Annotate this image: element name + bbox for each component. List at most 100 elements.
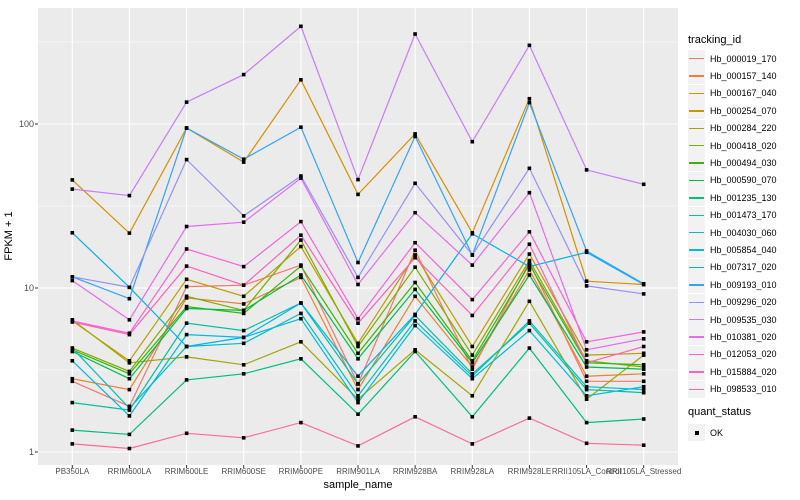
legend-entry-label: Hb_012053_020 [710,349,777,360]
data-point-marker [356,374,360,378]
data-point-marker [527,319,532,323]
data-point-marker [641,367,646,371]
data-point-marker [241,214,246,218]
data-point-marker [470,374,475,378]
legend-entry-Hb_009535_030: Hb_009535_030 [688,311,777,328]
data-point-marker [641,282,646,286]
legend-key [688,154,705,172]
legend-entry-label: Hb_004030_060 [710,227,777,238]
data-point-marker [641,292,646,296]
data-point-marker [184,247,189,251]
data-point-marker [413,253,417,257]
data-point-marker [127,231,132,235]
data-point-marker [527,262,532,267]
data-point-marker [184,344,189,349]
data-point-marker [356,344,360,349]
legend-key [688,137,705,154]
data-point-marker [641,363,646,367]
legend-entry-label: Hb_000167_040 [710,88,777,99]
data-point-marker [127,285,132,290]
data-point-marker [527,260,532,265]
line-swatch-icon [689,127,704,129]
data-point-marker [527,346,532,350]
data-point-marker [299,273,303,277]
legend-entry-Hb_000167_040: Hb_000167_040 [688,84,777,102]
data-point-marker [527,166,532,171]
legend-key [688,258,705,276]
legend-entry-Hb_010381_020: Hb_010381_020 [688,328,777,346]
data-point-marker [584,284,589,288]
data-point-marker [184,355,189,359]
data-point-marker [584,374,589,378]
data-point-marker [470,313,475,318]
data-point-marker [413,132,417,136]
data-point-marker [527,328,532,333]
data-point-marker [470,394,475,398]
legend-entry-label: Hb_007317_020 [710,262,777,273]
data-point-marker [527,299,532,304]
legend-entry-label: Hb_005854_040 [710,244,777,255]
data-point-marker [527,268,532,272]
legend-entry-Hb_000254_070: Hb_000254_070 [688,102,777,120]
data-point-marker [413,210,417,215]
data-point-marker [584,249,589,253]
data-point-marker [241,335,246,340]
line-swatch-icon [689,214,704,216]
line-swatch-icon [689,301,704,303]
data-point-marker [299,311,303,316]
data-point-marker [641,337,646,341]
data-point-marker [299,275,303,280]
data-point-marker [641,384,646,389]
data-point-marker [184,306,189,311]
data-point-marker [527,258,532,263]
data-point-marker [470,253,475,257]
data-point-marker [584,441,589,446]
data-point-marker [184,126,189,130]
data-point-marker [470,297,475,302]
line-swatch-icon [689,162,704,164]
data-point-marker [584,348,589,352]
x-tick-label: RRIM928BA [392,467,438,476]
legend-key [688,84,705,102]
data-point-marker [127,376,132,381]
data-point-marker [299,219,303,224]
data-point-marker [299,340,303,344]
legend-entry-Hb_000418_020: Hb_000418_020 [688,137,777,154]
legend-entry-Hb_004030_060: Hb_004030_060 [688,224,777,241]
x-tick-label: RRIM600LA [107,467,152,476]
data-point-marker [584,387,589,392]
data-point-marker [413,134,417,139]
data-point-marker [470,372,475,376]
line-swatch-icon [689,266,704,269]
data-point-marker [641,182,646,187]
data-point-marker [184,431,189,436]
data-point-marker [584,420,589,425]
x-tick-label: RRIM928LA [450,467,495,476]
data-point-marker [470,415,475,419]
legend-title-tracking-id: tracking_id [688,34,742,46]
line-swatch-icon [689,110,704,112]
data-point-marker [299,316,303,321]
y-tick-label: 100 [18,119,34,129]
legend-entry-label: Hb_001473_170 [710,210,777,221]
data-point-marker [241,294,246,299]
data-point-marker [641,379,646,384]
data-point-marker [127,404,132,409]
legend-entry-Hb_005854_040: Hb_005854_040 [688,241,777,259]
data-point-marker [470,367,475,371]
data-point-marker [470,365,475,369]
legend-entry-label: Hb_001235_130 [710,192,777,203]
data-point-marker [70,231,75,235]
data-point-marker [527,100,532,105]
line-swatch-icon [689,353,704,356]
legend-entry-label: Hb_098533_010 [710,384,777,395]
legend-entry-quant-ok: OK [688,424,723,441]
x-tick-label: PB350LA [55,467,90,476]
data-point-marker [127,372,132,376]
legend-entry-Hb_015884_020: Hb_015884_020 [688,363,777,381]
data-point-marker [641,390,646,395]
data-point-marker [413,265,417,269]
legend-key [688,224,705,241]
data-point-marker [413,32,417,36]
